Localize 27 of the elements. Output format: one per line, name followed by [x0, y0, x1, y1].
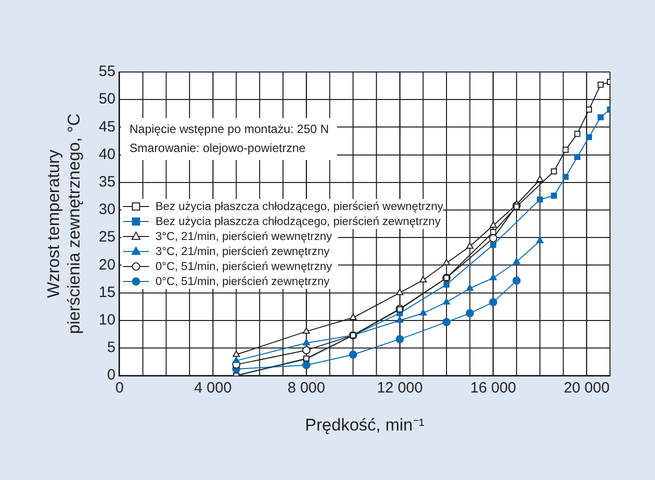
legend-label: Bez użycia płaszcza chłodzącego, pierścień zewnętrzny — [155, 216, 441, 228]
y-axis-title: Wzrost temperatury pierścienia zewnętrznego, °C — [44, 114, 84, 334]
y-tick-label: 15 — [98, 284, 116, 301]
legend-label: 3°C, 21/min, pierścień zewnętrzny — [155, 246, 330, 258]
x-tick-label: 20 000 — [564, 380, 610, 397]
y-tick-label: 45 — [98, 118, 116, 136]
x-tick-label: 12 000 — [376, 380, 423, 397]
annotation: Napięcie wstępne po montażu: 250 N — [129, 121, 329, 138]
y-tick-label: 20 — [98, 256, 116, 274]
y-tick-label: 30 — [98, 201, 116, 218]
x-tick-label: 8 000 — [288, 380, 326, 397]
y-tick-label: 0 — [107, 366, 116, 384]
y-tick-label: 5 — [107, 339, 116, 356]
y-tick-label: 50 — [98, 90, 116, 108]
y-tick-label: 40 — [98, 146, 116, 163]
y-tick-label: 10 — [98, 312, 116, 329]
y-tick-label: 35 — [98, 174, 116, 191]
y-tick-label: 25 — [98, 228, 116, 246]
legend-label: 3°C, 21/min, pierścień wewnętrzny — [155, 230, 332, 242]
x-tick-label: 16 000 — [470, 380, 516, 397]
y-tick-label: 55 — [98, 63, 116, 80]
legend-label: Bez użycia płaszcza chłodzącego, pierścień wewnętrzny — [155, 200, 444, 212]
x-tick-label: 4 000 — [194, 380, 232, 397]
legend-label: 0°C, 51/min, pierścień zewnętrzny — [155, 276, 330, 288]
annotation: Smarowanie: olejowo-powietrzne — [129, 140, 307, 157]
legend-label: 0°C, 51/min, pierścień wewnętrzny — [155, 260, 332, 272]
x-axis-title: Prędkość, min⁻¹ — [305, 415, 425, 434]
